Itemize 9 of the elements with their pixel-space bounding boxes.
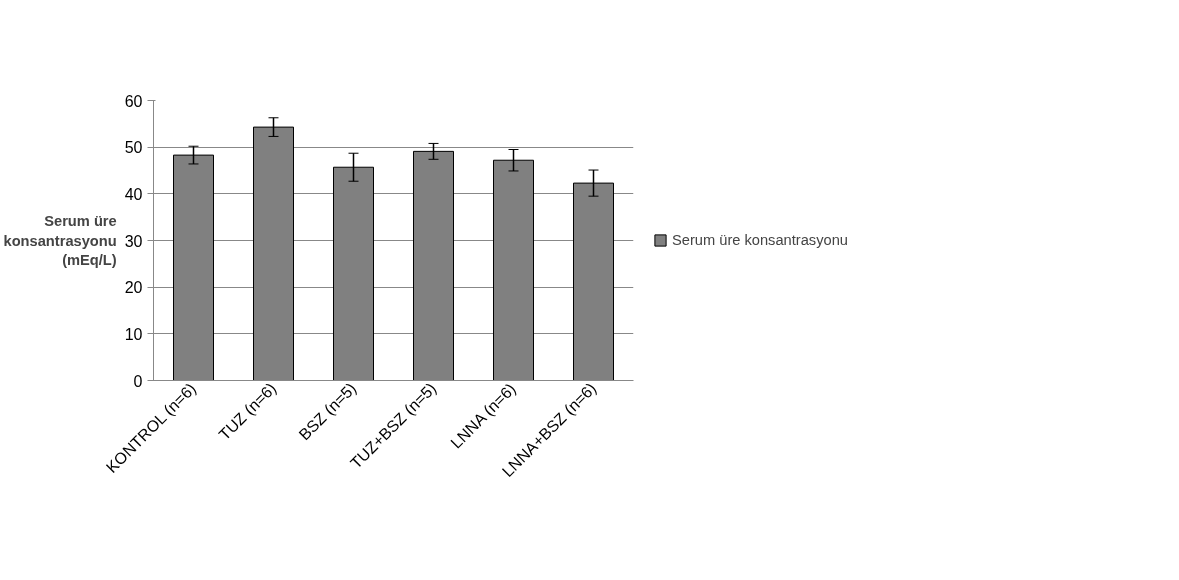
y-tick-label: 30 [124,232,143,250]
y-axis-title: Serum üre konsantrasyonu (mEq/L) [3,213,117,268]
y-tick-label: 10 [124,325,143,343]
y-tick-label: 20 [124,279,143,297]
y-tick-label: 60 [124,92,143,110]
y-tick-label: 50 [124,139,143,157]
legend-label: Serum üre konsantrasyonu [672,232,848,248]
y-tick-label: 40 [124,185,143,203]
y-tick-label: 0 [133,372,143,390]
